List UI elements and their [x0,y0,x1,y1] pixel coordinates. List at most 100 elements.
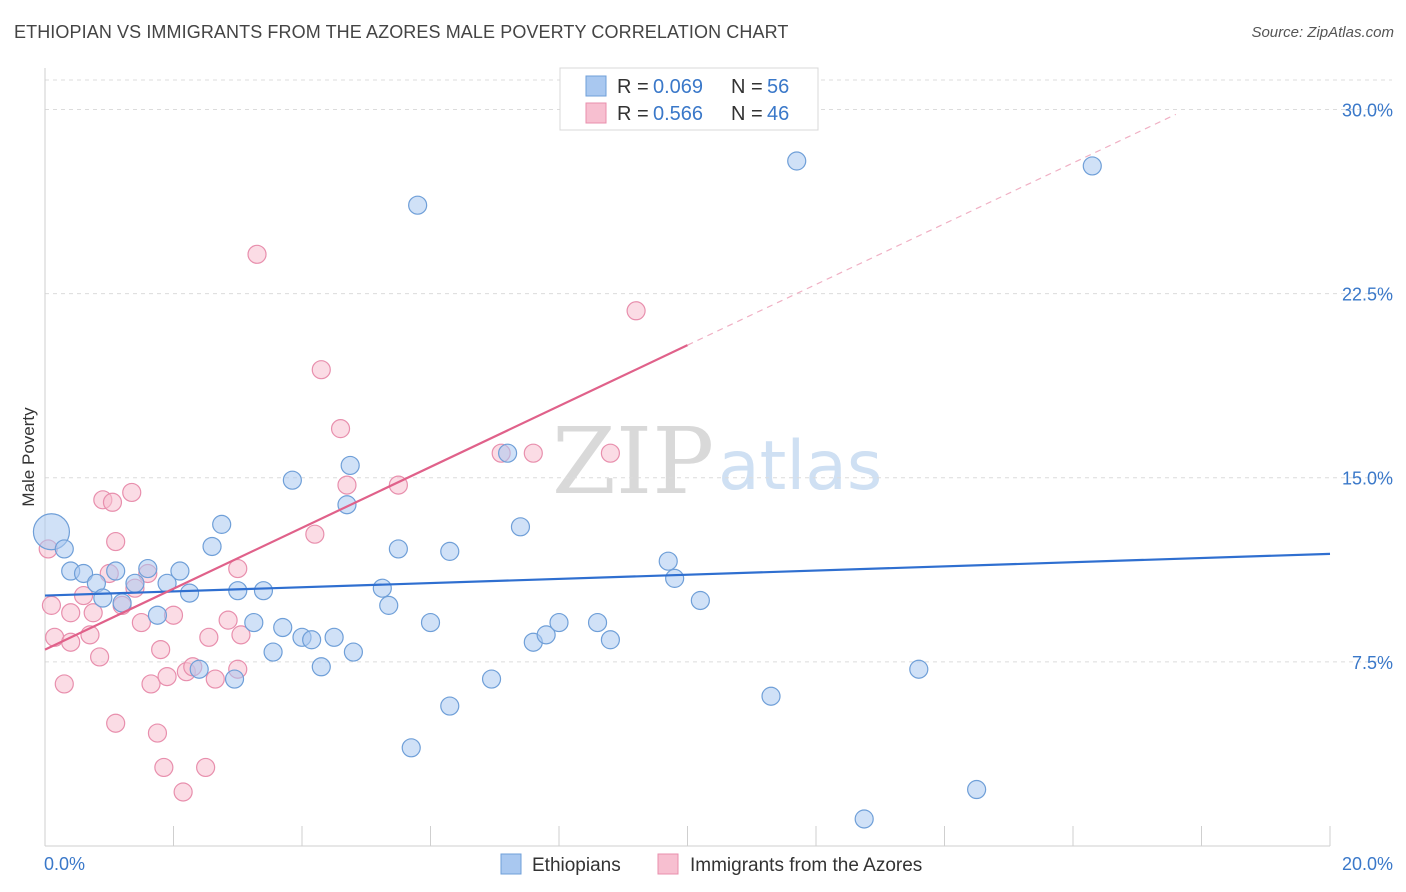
ethiopian-point [189,659,209,679]
ethiopian-point [125,573,145,593]
ethiopian-point [212,514,232,534]
legend-swatch-azores [585,102,607,124]
azores-point [163,605,184,625]
ethiopian-point [93,588,113,608]
bottom-legend-swatch-ethiopians [500,853,522,875]
chart-title: ETHIOPIAN VS IMMIGRANTS FROM THE AZORES … [14,22,789,42]
ethiopian-point [440,696,460,716]
x-tick-label-min: 0.0% [44,854,85,874]
azores-point [54,674,74,694]
legend-swatch-ethiopians [585,75,607,97]
ethiopian-point [600,630,621,650]
azores-point [151,639,171,660]
azores-point [61,603,81,623]
ethiopian-point [854,809,874,829]
legend-n-value-1: 56 [767,76,789,98]
ethiopian-point [54,539,74,559]
azores-point [626,301,646,321]
ethiopian-point [498,443,518,463]
azores-point [231,625,251,645]
ethiopian-point [909,659,929,679]
azores-point [154,757,174,778]
source-label: Source: ZipAtlas.com [1251,24,1394,41]
azores-point [199,627,219,647]
ethiopian-point [401,738,421,758]
legend-r-label-1: R = [617,76,649,98]
azores-point [218,610,238,630]
azores-point [131,612,151,633]
watermark: ZIP atlas [552,408,882,515]
azores-point [173,782,193,802]
ethiopian-point [510,517,531,537]
legend-r-value-2: 0.566 [653,103,703,125]
azores-point [83,603,103,623]
ethiopian-point [340,455,360,476]
azores-point [337,475,357,495]
ethiopian-point [302,630,322,650]
ethiopian-point [282,470,302,490]
ethiopian-point [420,612,441,633]
correlation-legend: R = 0.069 N = 56 R = 0.566 N = 46 [559,67,819,131]
x-tick-label-max: 20.0% [1342,854,1393,874]
ethiopian-point [787,151,807,171]
azores-trend-extension [687,113,1177,346]
azores-point [205,669,225,689]
ethiopian-points [32,151,1102,829]
azores-point [247,244,267,264]
ethiopian-point [263,642,283,662]
azores-point [41,595,62,615]
ethiopian-point [224,669,245,689]
ethiopian-point [337,495,357,515]
watermark-atlas: atlas [718,427,882,506]
ethiopian-point [536,625,556,645]
ethiopian-point [147,605,168,625]
ethiopian-point [1082,156,1102,176]
y-tick-label: 7.5% [1352,653,1393,673]
azores-point [523,443,543,463]
azores-point [45,627,65,647]
y-axis-title: Male Poverty [19,407,38,507]
legend-r-value-1: 0.069 [653,76,703,98]
ethiopian-point [372,578,392,598]
azores-point [61,632,81,652]
ethiopian-point [388,539,408,559]
legend-r-label-2: R = [617,103,649,125]
ethiopian-point [324,627,344,647]
ethiopian-point [343,642,363,662]
ethiopian-point [665,568,685,588]
azores-point [90,647,110,667]
azores-points [38,244,646,802]
ethiopian-point [549,612,569,633]
azores-point [157,666,177,687]
ethiopian-point [253,581,274,601]
ethiopian-point [761,686,781,706]
ethiopian-point [690,590,710,611]
ethiopian-point [481,669,502,689]
y-tick-label: 15.0% [1342,469,1393,489]
ethiopian-point [73,563,94,584]
ethiopian-point [179,583,200,603]
ethiopian-point [311,657,331,677]
ethiopian-point [408,195,428,215]
bottom-legend-azores: Immigrants from the Azores [690,855,922,876]
ethiopian-point [244,612,264,633]
trend-lines [44,113,1331,651]
ethiopian-point [967,779,987,800]
ethiopian-point [587,612,608,633]
ethiopian-point [106,561,126,581]
bottom-legend-swatch-azores [657,853,679,875]
azores-point [311,360,331,380]
azores-point [122,482,142,503]
y-tick-label: 30.0% [1342,100,1393,120]
ethiopian-point [379,595,399,615]
tick-labels: 7.5% 15.0% 22.5% 30.0% 0.0% 20.0% [44,100,1393,874]
azores-point [141,674,161,694]
azores-point [600,443,621,463]
azores-point [147,723,168,743]
ethiopian-point [440,541,460,561]
axes [44,68,1331,847]
ethiopian-point [202,536,222,557]
watermark-zip: ZIP [552,408,714,515]
azores-point [330,419,351,439]
